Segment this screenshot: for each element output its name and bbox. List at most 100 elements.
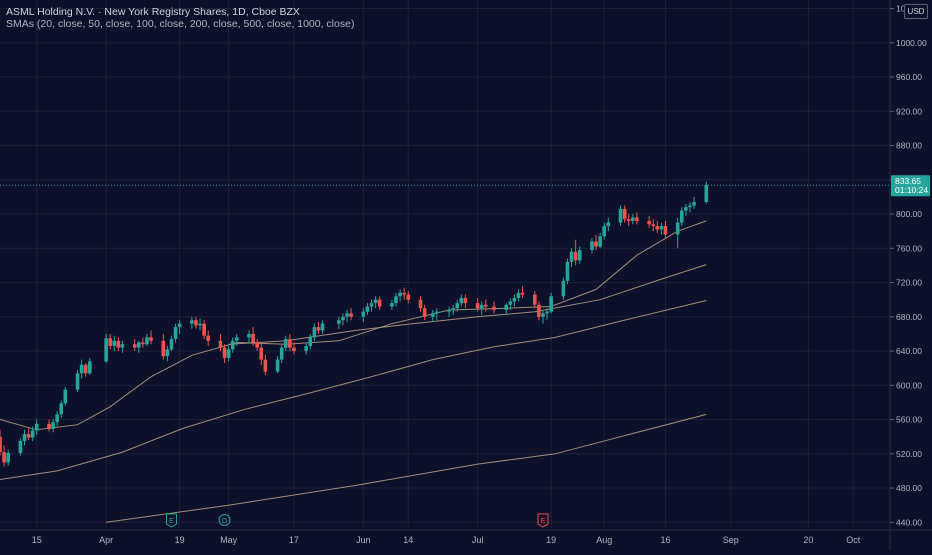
- candle: [704, 181, 709, 204]
- candle: [173, 323, 178, 343]
- candle-body: [141, 342, 145, 345]
- candle-body: [341, 316, 345, 321]
- candle: [626, 214, 631, 227]
- currency-badge[interactable]: USD: [904, 4, 928, 19]
- candle-body: [684, 207, 688, 211]
- candle-body: [561, 280, 566, 297]
- candle: [520, 285, 525, 298]
- candle-body: [304, 345, 308, 352]
- candle-body: [116, 340, 121, 348]
- candle: [406, 291, 411, 304]
- candle: [47, 419, 51, 432]
- candle: [447, 306, 451, 317]
- candle: [104, 333, 108, 364]
- candle: [312, 323, 317, 341]
- candle-body: [88, 361, 92, 374]
- candle: [651, 219, 656, 232]
- candle-body: [137, 342, 141, 348]
- price-tick-label: 800.00: [896, 209, 922, 219]
- candle-body: [402, 292, 406, 295]
- candle-body: [704, 184, 709, 203]
- candle: [430, 309, 435, 322]
- dividend-marker[interactable]: D: [218, 514, 231, 526]
- candle: [365, 303, 370, 316]
- candle-body: [255, 342, 260, 348]
- candle: [149, 330, 153, 345]
- candle: [484, 299, 488, 312]
- candle: [655, 220, 660, 233]
- time-tick-label: Sep: [723, 535, 739, 545]
- candle: [194, 316, 198, 329]
- candle-body: [104, 338, 108, 362]
- price-axis[interactable]: 440.00 480.00 520.00 560.00 600.00 640.00 680.…: [889, 0, 927, 550]
- candle-body: [692, 202, 696, 206]
- earnings-marker[interactable]: E: [537, 513, 549, 528]
- candle: [0, 429, 2, 456]
- candle-body: [173, 327, 178, 340]
- candle-body: [463, 297, 468, 304]
- candle: [165, 345, 170, 362]
- time-tick-label: 20: [803, 535, 813, 545]
- candle-body: [198, 323, 202, 326]
- candle-body: [520, 292, 525, 295]
- countdown-timer: 01:10:24: [895, 185, 928, 195]
- candle: [247, 330, 251, 343]
- candle-body: [51, 422, 55, 429]
- candle: [459, 294, 464, 307]
- candle-body: [149, 337, 153, 341]
- sma-line: [228, 264, 707, 345]
- candle: [88, 357, 92, 376]
- candle-body: [161, 340, 166, 357]
- candle-body: [549, 296, 553, 312]
- candle-body: [459, 297, 464, 304]
- candle-body: [373, 299, 378, 304]
- price-tick-label: 680.00: [896, 312, 922, 322]
- candle: [549, 292, 553, 314]
- price-tick-label: 960.00: [896, 72, 922, 82]
- earnings-marker-shape: [165, 513, 177, 528]
- candle-body: [18, 440, 23, 453]
- candle: [598, 232, 602, 249]
- candle: [688, 202, 692, 213]
- candle-body: [688, 205, 692, 208]
- candle: [659, 222, 664, 235]
- time-tick-label: May: [220, 535, 238, 545]
- candle-body: [251, 333, 255, 343]
- candle-body: [398, 292, 402, 297]
- candle-body: [369, 303, 374, 307]
- candle: [26, 428, 31, 441]
- candle-body: [630, 217, 635, 221]
- candle-body: [112, 340, 117, 346]
- earnings-marker[interactable]: E: [165, 513, 177, 528]
- candle-body: [120, 344, 125, 348]
- chart-legend: ASML Holding N.V. · New York Registry Sh…: [6, 6, 354, 30]
- time-axis[interactable]: 15 Apr 19 May 17 Jun 14 Jul 19 Aug 16 Sep 20 Oct: [0, 529, 932, 545]
- price-tick-label: 640.00: [896, 346, 922, 356]
- candle: [675, 217, 680, 249]
- candle-body: [190, 320, 194, 324]
- time-tick-label: Apr: [99, 535, 113, 545]
- candle: [390, 299, 394, 310]
- candle-body: [590, 241, 594, 251]
- candle: [259, 342, 264, 365]
- candle: [308, 333, 313, 350]
- candle-body: [598, 236, 602, 247]
- candle-body: [320, 323, 325, 331]
- candle: [83, 363, 88, 377]
- candle: [51, 418, 55, 433]
- candle-body: [626, 219, 631, 221]
- candle: [316, 321, 321, 334]
- candle: [288, 333, 292, 352]
- price-tick-label: 880.00: [896, 141, 922, 151]
- candle: [55, 410, 59, 427]
- candle: [602, 222, 607, 240]
- price-tick-label: 520.00: [896, 449, 922, 459]
- candle-body: [635, 217, 639, 221]
- time-tick-label: Oct: [846, 535, 861, 545]
- candle-body: [675, 222, 680, 235]
- candle: [255, 339, 260, 352]
- candle-body: [206, 335, 211, 341]
